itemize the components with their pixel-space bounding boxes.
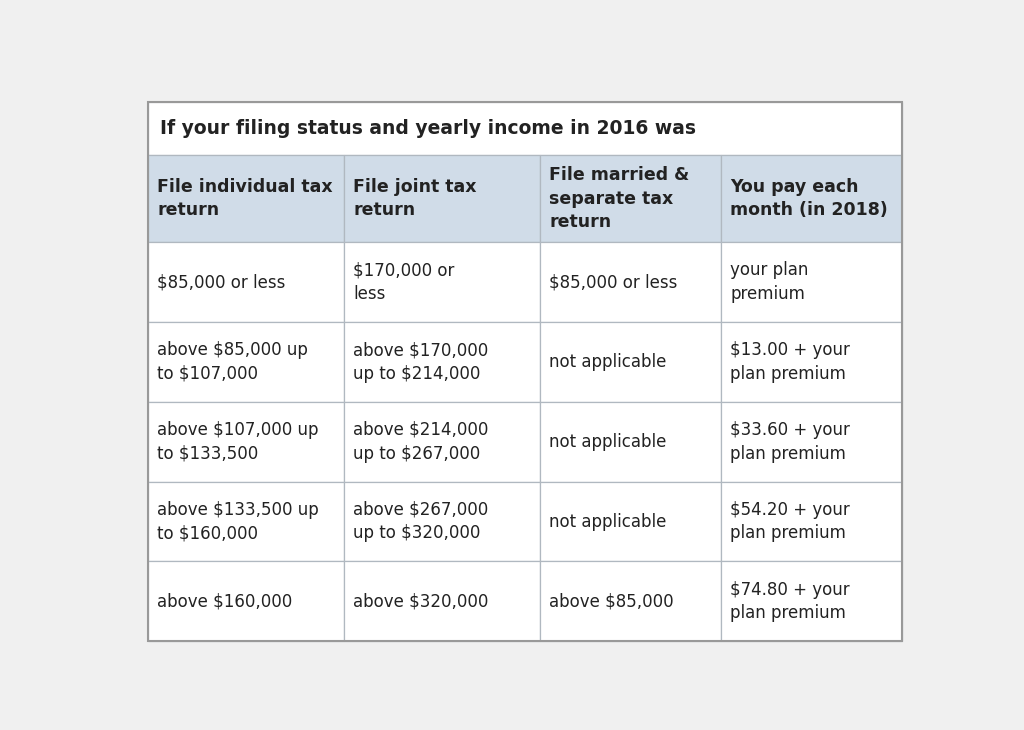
- Bar: [540, 561, 721, 641]
- Bar: [540, 155, 721, 242]
- Text: not applicable: not applicable: [550, 353, 667, 371]
- Bar: [721, 402, 902, 482]
- Bar: [147, 482, 344, 561]
- Bar: [147, 402, 344, 482]
- Text: your plan
premium: your plan premium: [730, 261, 809, 303]
- Bar: [344, 322, 540, 402]
- Text: above $85,000 up
to $107,000: above $85,000 up to $107,000: [158, 341, 308, 383]
- Text: If your filing status and yearly income in 2016 was: If your filing status and yearly income …: [160, 119, 695, 138]
- Text: $74.80 + your
plan premium: $74.80 + your plan premium: [730, 580, 850, 622]
- Text: File individual tax
return: File individual tax return: [158, 178, 333, 220]
- Bar: [147, 561, 344, 641]
- Text: above $267,000
up to $320,000: above $267,000 up to $320,000: [353, 501, 488, 542]
- Text: $33.60 + your
plan premium: $33.60 + your plan premium: [730, 421, 850, 463]
- Text: above $85,000: above $85,000: [550, 592, 674, 610]
- Bar: [721, 482, 902, 561]
- Text: above $107,000 up
to $133,500: above $107,000 up to $133,500: [158, 421, 318, 463]
- Bar: [147, 322, 344, 402]
- Text: $54.20 + your
plan premium: $54.20 + your plan premium: [730, 501, 850, 542]
- Bar: [344, 242, 540, 322]
- Bar: [147, 101, 902, 155]
- Text: File joint tax
return: File joint tax return: [353, 178, 477, 220]
- Bar: [344, 482, 540, 561]
- Bar: [344, 402, 540, 482]
- Text: above $160,000: above $160,000: [158, 592, 293, 610]
- Text: $13.00 + your
plan premium: $13.00 + your plan premium: [730, 341, 850, 383]
- Bar: [721, 322, 902, 402]
- Bar: [721, 561, 902, 641]
- Text: $170,000 or
less: $170,000 or less: [353, 261, 455, 303]
- Bar: [147, 155, 344, 242]
- Bar: [540, 322, 721, 402]
- Bar: [344, 155, 540, 242]
- Text: above $133,500 up
to $160,000: above $133,500 up to $160,000: [158, 501, 319, 542]
- Bar: [540, 242, 721, 322]
- Text: above $214,000
up to $267,000: above $214,000 up to $267,000: [353, 421, 488, 463]
- Bar: [540, 402, 721, 482]
- Bar: [540, 482, 721, 561]
- Text: not applicable: not applicable: [550, 433, 667, 450]
- Text: $85,000 or less: $85,000 or less: [550, 273, 678, 291]
- Bar: [721, 155, 902, 242]
- Text: $85,000 or less: $85,000 or less: [158, 273, 286, 291]
- Bar: [147, 242, 344, 322]
- Text: above $320,000: above $320,000: [353, 592, 488, 610]
- Bar: [344, 561, 540, 641]
- Text: You pay each
month (in 2018): You pay each month (in 2018): [730, 178, 888, 220]
- Text: File married &
separate tax
return: File married & separate tax return: [550, 166, 689, 231]
- Bar: [721, 242, 902, 322]
- Text: not applicable: not applicable: [550, 512, 667, 531]
- Text: above $170,000
up to $214,000: above $170,000 up to $214,000: [353, 341, 488, 383]
